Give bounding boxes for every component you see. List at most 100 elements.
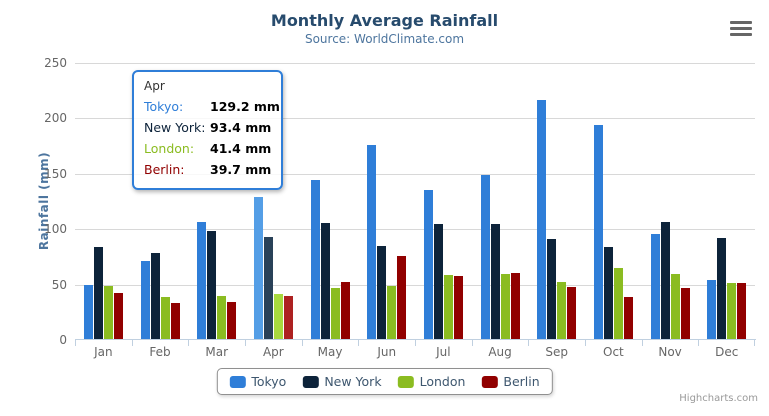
x-axis-line (75, 339, 756, 340)
tooltip-series-name: London: (144, 141, 195, 156)
bar-london-dec[interactable] (727, 283, 737, 340)
x-axis-label-apr: Apr (262, 345, 284, 359)
plot-area (75, 63, 756, 346)
bar-group-jun (358, 63, 415, 340)
y-axis-tick-label: 100 (44, 222, 67, 237)
legend-symbol (302, 375, 319, 388)
bar-new-york-sep[interactable] (547, 238, 557, 340)
bar-london-aug[interactable] (500, 273, 510, 340)
bar-london-nov[interactable] (670, 274, 680, 340)
bar-group-aug (472, 63, 529, 340)
x-axis-tick (754, 340, 755, 346)
x-axis-tick (131, 340, 133, 346)
bar-london-oct[interactable] (613, 267, 623, 340)
bar-london-may[interactable] (330, 287, 340, 340)
grid-line (75, 63, 755, 64)
bar-group-mar (188, 63, 245, 340)
bar-group-oct (585, 63, 642, 340)
x-axis-labels: Jan Feb Mar Apr May Jun Jul Aug Sep Oct Nov Dec (75, 345, 755, 359)
bar-london-jun[interactable] (387, 286, 397, 340)
bar-berlin-oct[interactable] (623, 296, 633, 340)
hamburger-bar (730, 33, 752, 36)
bar-tokyo-nov[interactable] (650, 234, 660, 340)
x-axis-tick (188, 340, 190, 346)
bar-new-york-mar[interactable] (207, 230, 217, 340)
x-axis-tick (358, 340, 360, 346)
tooltip-rows: Tokyo: 129.2 mm New York: 93.4 mm London: 41.… (144, 96, 280, 180)
bar-berlin-jan[interactable] (113, 293, 123, 340)
grid-line (75, 229, 755, 231)
bar-tokyo-jan[interactable] (83, 284, 93, 340)
bar-new-york-jan[interactable] (93, 247, 103, 340)
hamburger-menu-icon[interactable] (729, 21, 753, 38)
x-axis-label-may: May (317, 345, 343, 359)
bar-tokyo-aug[interactable] (480, 175, 490, 340)
x-axis-label-feb: Feb (149, 345, 171, 359)
x-axis-label-oct: Oct (603, 345, 624, 359)
bar-group-feb (132, 63, 189, 340)
x-axis-label-mar: Mar (205, 345, 228, 359)
bar-berlin-may[interactable] (340, 281, 350, 340)
tooltip-row: Berlin: 39.7 mm (144, 159, 271, 180)
tooltip-series-value: 93.4 mm (210, 120, 272, 135)
x-axis-tick (75, 340, 76, 346)
bar-tokyo-apr[interactable] (253, 196, 263, 340)
bar-group-jul (415, 63, 472, 340)
grid-line (75, 118, 755, 120)
bar-new-york-oct[interactable] (603, 247, 613, 340)
tooltip-row: New York: 93.4 mm (144, 117, 271, 138)
bar-berlin-sep[interactable] (567, 287, 577, 340)
bar-berlin-dec[interactable] (737, 283, 747, 340)
tooltip: Apr Tokyo: 129.2 mm New York: 93.4 mm London… (132, 70, 283, 190)
bar-new-york-may[interactable] (320, 222, 330, 340)
bar-new-york-jun[interactable] (377, 246, 387, 340)
bar-tokyo-feb[interactable] (140, 260, 150, 340)
x-axis-tick (641, 340, 643, 346)
bar-tokyo-mar[interactable] (197, 222, 207, 340)
bar-tokyo-dec[interactable] (707, 279, 717, 340)
bar-london-jan[interactable] (103, 285, 113, 340)
bar-tokyo-oct[interactable] (593, 124, 603, 340)
x-axis-tick (415, 340, 416, 346)
bar-berlin-feb[interactable] (170, 303, 180, 340)
bar-groups (75, 63, 755, 340)
bar-tokyo-jul[interactable] (423, 189, 433, 340)
y-axis-tick-label: 200 (44, 111, 67, 126)
legend-symbol (481, 375, 498, 388)
x-axis-tick (585, 340, 586, 346)
bar-new-york-apr[interactable] (263, 236, 273, 340)
legend-symbol (229, 375, 246, 388)
x-axis-label-jan: Jan (94, 345, 113, 359)
bar-tokyo-sep[interactable] (537, 100, 547, 340)
bar-tokyo-jun[interactable] (367, 145, 377, 340)
bar-new-york-nov[interactable] (660, 221, 670, 340)
bar-berlin-jun[interactable] (397, 256, 407, 340)
bar-tokyo-may[interactable] (310, 180, 320, 340)
bar-berlin-nov[interactable] (680, 288, 690, 340)
legend-label: New York (324, 374, 382, 389)
bar-london-apr[interactable] (273, 294, 283, 340)
bar-berlin-aug[interactable] (510, 273, 520, 340)
bar-london-feb[interactable] (160, 297, 170, 340)
bar-new-york-jul[interactable] (433, 223, 443, 340)
bar-berlin-apr[interactable] (283, 296, 293, 340)
x-axis-tick (698, 340, 700, 346)
bar-new-york-dec[interactable] (717, 237, 727, 340)
legend-item-tokyo[interactable]: Tokyo (229, 374, 286, 389)
bar-london-mar[interactable] (217, 296, 227, 340)
x-axis-tick (471, 340, 473, 346)
bar-london-jul[interactable] (443, 274, 453, 340)
bar-london-sep[interactable] (557, 281, 567, 340)
bar-group-jan (75, 63, 132, 340)
credits-link[interactable]: Highcharts.com (679, 393, 758, 404)
bar-berlin-jul[interactable] (453, 276, 463, 340)
y-axis-tick-label: 150 (44, 166, 67, 181)
legend-item-new-york[interactable]: New York (302, 374, 382, 389)
bar-berlin-mar[interactable] (227, 301, 237, 340)
bar-group-sep (528, 63, 585, 340)
x-axis-tick (301, 340, 303, 346)
legend-item-berlin[interactable]: Berlin (481, 374, 540, 389)
bar-new-york-feb[interactable] (150, 252, 160, 340)
legend-item-london[interactable]: London (397, 374, 465, 389)
bar-new-york-aug[interactable] (490, 224, 500, 340)
